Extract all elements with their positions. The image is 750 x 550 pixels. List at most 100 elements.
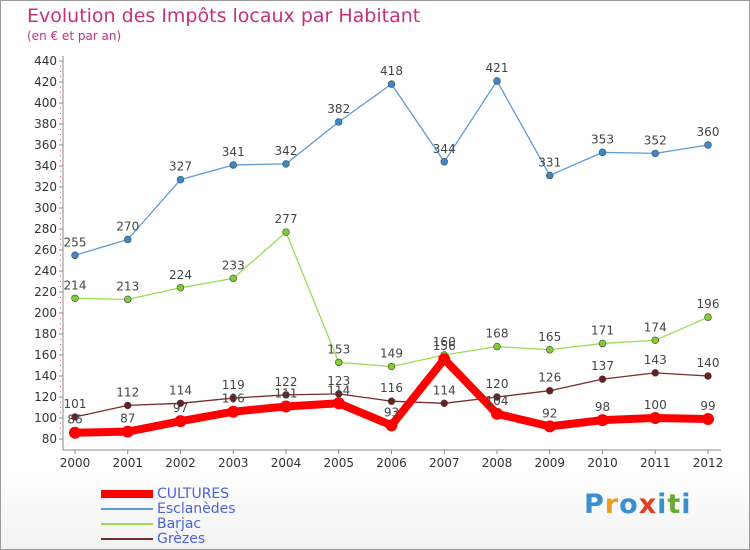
- data-label: 156: [433, 339, 456, 353]
- data-point: [491, 407, 503, 420]
- chart-title: Evolution des Impôts locaux par Habitant: [27, 5, 421, 27]
- data-point: [229, 161, 237, 169]
- data-point: [598, 148, 607, 157]
- y-tick-label: 420: [34, 75, 57, 89]
- data-point: [121, 425, 134, 438]
- y-tick-label: 280: [34, 222, 57, 236]
- data-label: 116: [380, 381, 403, 395]
- series-cultures: [69, 353, 714, 439]
- legend: CULTURES Esclanèdes Barjac Grèzes: [101, 486, 401, 547]
- legend-item: Esclanèdes: [101, 501, 401, 517]
- data-label: 277: [275, 212, 298, 226]
- data-point: [71, 251, 79, 259]
- data-point: [227, 405, 240, 418]
- y-tick-label: 100: [34, 411, 57, 425]
- data-point: [176, 284, 185, 292]
- data-label: 353: [591, 132, 614, 146]
- y-tick-label: 340: [34, 159, 57, 173]
- data-label: 168: [486, 327, 509, 341]
- data-label: 421: [486, 61, 509, 75]
- x-tick-label: 2000: [60, 456, 91, 470]
- y-tick-label: 180: [34, 327, 57, 341]
- data-label: 111: [275, 386, 298, 400]
- data-point: [546, 346, 554, 354]
- data-point: [596, 414, 609, 427]
- data-point: [282, 228, 290, 236]
- series-grèzes: [71, 369, 712, 421]
- data-label: 104: [486, 394, 509, 408]
- y-tick-label: 120: [34, 390, 57, 404]
- data-point: [229, 394, 237, 402]
- y-tick-label: 160: [34, 348, 57, 362]
- y-tick-label: 260: [34, 243, 57, 257]
- data-point: [335, 390, 343, 398]
- data-point: [387, 397, 396, 405]
- data-label: 224: [169, 268, 192, 282]
- data-label: 352: [644, 133, 667, 147]
- data-point: [598, 339, 607, 348]
- data-point: [651, 149, 659, 158]
- data-point: [229, 274, 237, 283]
- data-point: [71, 413, 79, 421]
- data-label: 101: [64, 397, 87, 411]
- data-label: 120: [486, 377, 509, 391]
- data-label: 213: [116, 279, 139, 293]
- data-point: [438, 353, 451, 366]
- data-label: 344: [433, 142, 456, 156]
- data-label: 214: [64, 278, 87, 292]
- y-tick-label: 320: [34, 180, 57, 194]
- legend-item: Grèzes: [101, 531, 401, 547]
- series-esclanèdes: [71, 77, 712, 259]
- legend-label: CULTURES: [157, 486, 230, 502]
- data-point: [71, 294, 79, 302]
- data-point: [335, 118, 343, 126]
- data-point: [493, 342, 501, 351]
- data-label: 174: [644, 320, 667, 334]
- data-label: 341: [222, 145, 245, 159]
- data-label: 143: [644, 353, 667, 367]
- data-label: 112: [116, 385, 139, 399]
- data-label: 97: [173, 401, 188, 415]
- data-label: 255: [64, 235, 87, 249]
- data-point: [385, 419, 398, 432]
- data-point: [651, 336, 659, 344]
- data-point: [176, 399, 185, 407]
- data-point: [704, 313, 712, 321]
- data-label: 99: [700, 399, 715, 413]
- x-tick-label: 2011: [640, 456, 671, 470]
- data-point: [493, 393, 501, 401]
- data-label: 149: [380, 347, 403, 361]
- legend-swatch: [101, 508, 153, 510]
- data-point: [282, 160, 290, 168]
- data-label: 126: [538, 371, 561, 385]
- data-point: [335, 358, 343, 367]
- x-tick-label: 2005: [323, 456, 354, 470]
- x-tick-label: 2012: [693, 456, 724, 470]
- data-point: [651, 369, 659, 377]
- data-point: [280, 400, 292, 413]
- y-tick-label: 380: [34, 117, 57, 131]
- data-label: 123: [327, 374, 350, 388]
- data-label: 153: [327, 342, 350, 356]
- data-point: [124, 235, 132, 244]
- y-tick-label: 300: [34, 201, 57, 215]
- legend-label: Grèzes: [157, 531, 206, 547]
- data-label: 331: [538, 155, 561, 169]
- data-point: [649, 412, 662, 424]
- data-label: 165: [538, 330, 561, 344]
- y-tick-label: 140: [34, 369, 57, 383]
- x-tick-label: 2007: [429, 456, 460, 470]
- data-point: [124, 401, 132, 410]
- data-label: 93: [384, 405, 399, 419]
- x-tick-label: 2006: [376, 456, 407, 470]
- y-tick-label: 200: [34, 306, 57, 320]
- legend-swatch: [101, 538, 153, 540]
- data-label: 92: [542, 406, 557, 420]
- data-label: 87: [120, 412, 135, 426]
- legend-swatch: [101, 490, 153, 498]
- data-label: 196: [697, 297, 720, 311]
- x-tick-label: 2008: [482, 456, 513, 470]
- data-label: 98: [595, 400, 610, 414]
- data-label: 119: [222, 378, 245, 392]
